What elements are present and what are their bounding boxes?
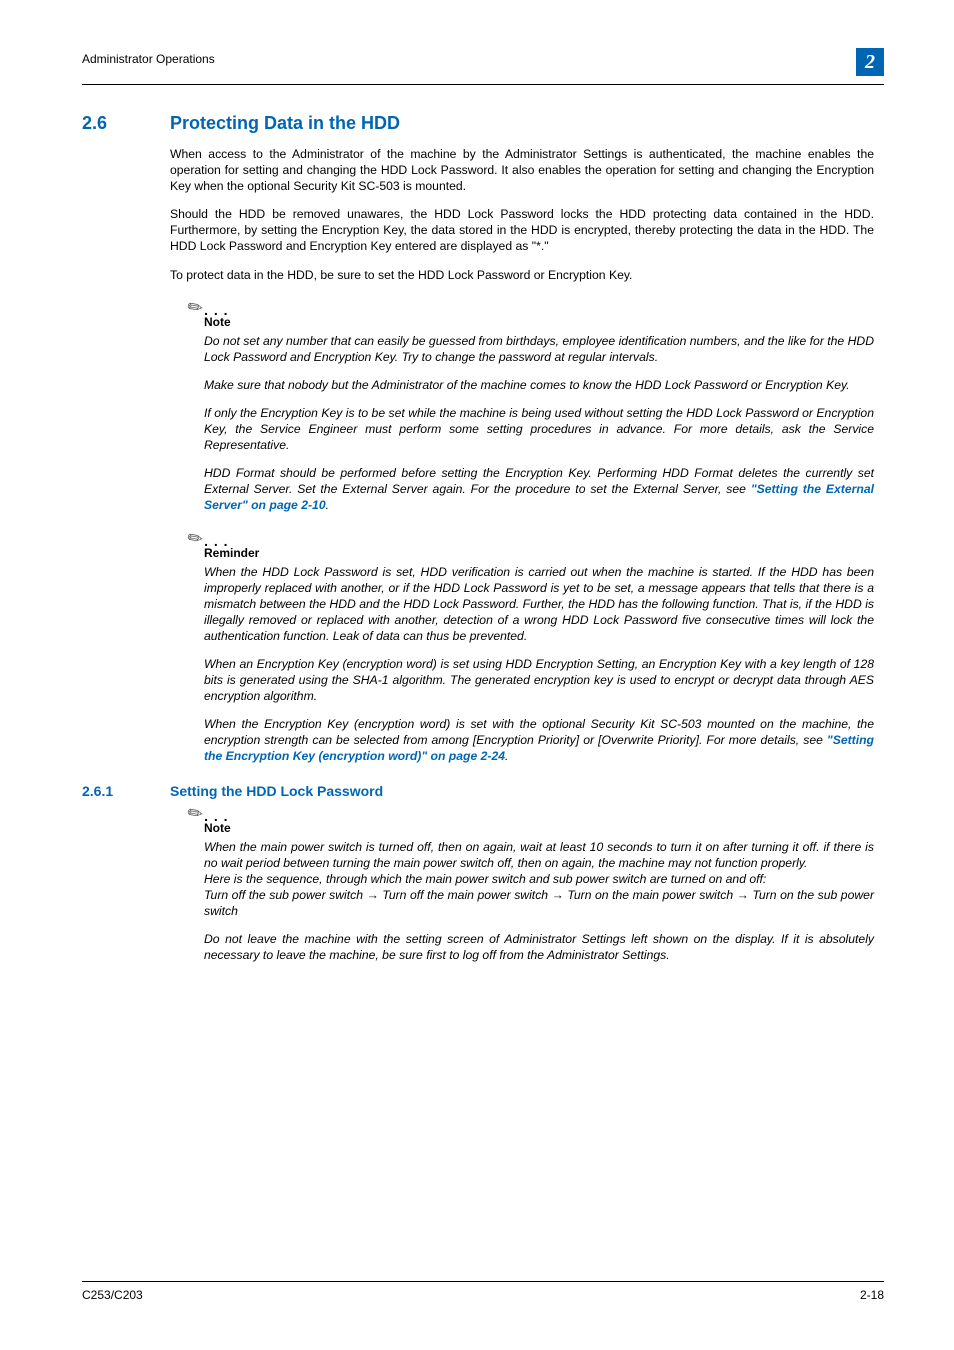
note-paragraph: If only the Encryption Key is to be set …: [204, 405, 874, 453]
note-block: ✎. . . Note Do not set any number that c…: [170, 301, 874, 514]
note-paragraph: Do not set any number that can easily be…: [204, 333, 874, 365]
reminder-paragraph: When the HDD Lock Password is set, HDD v…: [204, 564, 874, 644]
note-icon: ✎. . .: [188, 807, 874, 819]
subsection-heading: 2.6.1 Setting the HDD Lock Password: [82, 783, 884, 799]
header-breadcrumb: Administrator Operations: [82, 48, 215, 66]
page-header: Administrator Operations 2: [82, 48, 884, 76]
paragraph: When access to the Administrator of the …: [170, 146, 874, 194]
header-rule: [82, 84, 884, 85]
chapter-number-badge: 2: [856, 48, 884, 76]
footer-rule: [82, 1281, 884, 1282]
pencil-icon: ✎: [186, 804, 205, 822]
note-label: Note: [204, 315, 874, 329]
subsection-title: Setting the HDD Lock Password: [170, 783, 383, 799]
page-footer: C253/C203 2-18: [82, 1281, 884, 1302]
note-paragraph: Here is the sequence, through which the …: [204, 871, 874, 887]
note-paragraph: When the main power switch is turned off…: [204, 839, 874, 871]
ellipsis-icon: . . .: [204, 302, 228, 318]
note-paragraph: Turn off the sub power switch → Turn off…: [204, 887, 874, 919]
note-paragraph: HDD Format should be performed before se…: [204, 465, 874, 513]
reminder-paragraph: When an Encryption Key (encryption word)…: [204, 656, 874, 704]
ellipsis-icon: . . .: [204, 533, 228, 549]
reminder-label: Reminder: [204, 546, 874, 560]
note-paragraph: Make sure that nobody but the Administra…: [204, 377, 874, 393]
ellipsis-icon: . . .: [204, 808, 228, 824]
arrow-icon: →: [552, 888, 564, 902]
reminder-block: ✎. . . Reminder When the HDD Lock Passwo…: [170, 532, 874, 765]
note-paragraph: Do not leave the machine with the settin…: [204, 931, 874, 963]
arrow-icon: →: [367, 888, 379, 902]
arrow-icon: →: [737, 888, 749, 902]
note-icon: ✎. . .: [188, 532, 874, 544]
reminder-paragraph: When the Encryption Key (encryption word…: [204, 716, 874, 764]
section-title: Protecting Data in the HDD: [170, 113, 400, 134]
section-number: 2.6: [82, 113, 134, 134]
subsection-number: 2.6.1: [82, 783, 134, 799]
note-icon: ✎. . .: [188, 301, 874, 313]
footer-model: C253/C203: [82, 1288, 143, 1302]
pencil-icon: ✎: [186, 298, 205, 316]
paragraph: To protect data in the HDD, be sure to s…: [170, 267, 874, 283]
note-label: Note: [204, 821, 874, 835]
paragraph: Should the HDD be removed unawares, the …: [170, 206, 874, 254]
note-block-2: ✎. . . Note When the main power switch i…: [170, 807, 874, 964]
footer-page-number: 2-18: [860, 1288, 884, 1302]
section-body: When access to the Administrator of the …: [170, 146, 874, 283]
section-heading: 2.6 Protecting Data in the HDD: [82, 113, 884, 134]
pencil-icon: ✎: [186, 529, 205, 547]
